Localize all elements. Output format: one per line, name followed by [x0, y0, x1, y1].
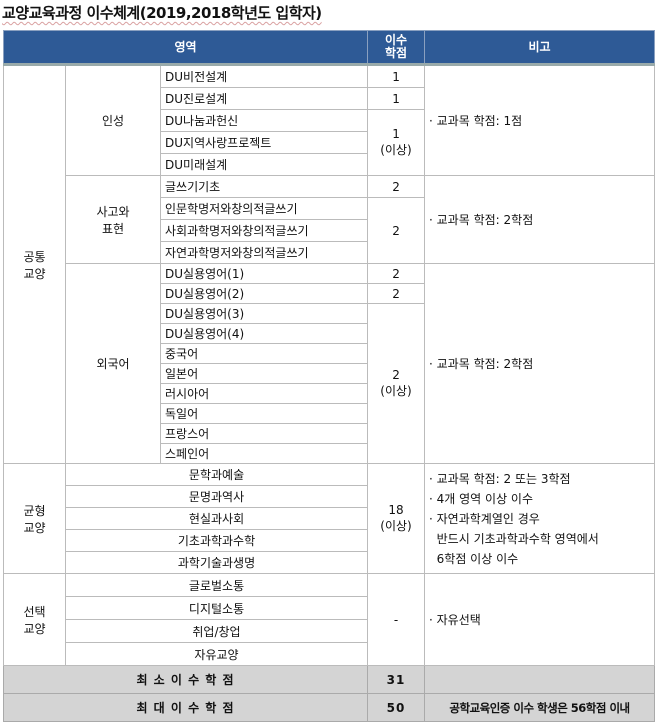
course: 중국어 [159, 343, 369, 364]
credits: - [367, 573, 426, 666]
course: DU실용영어(3) [159, 303, 369, 324]
course: 현실과사회 [64, 507, 369, 530]
subcategory-thinking: 사고와 표현 [65, 175, 161, 264]
course: 자유교양 [64, 642, 369, 666]
note: · 교과목 학점: 2학점 [424, 263, 655, 464]
credits: 2 [367, 175, 426, 198]
course: 취업/창업 [64, 619, 369, 643]
course: 러시아어 [159, 383, 369, 404]
total-min-label: 최 소 이 수 학 점 [2, 665, 369, 694]
total-max-note: 공학교육인증 이수 학생은 56학점 이내 [424, 693, 655, 722]
category-elective: 선택 교양 [3, 573, 66, 666]
course: DU실용영어(2) [159, 283, 369, 304]
page-title: 교양교육과정 이수체계(2019,2018학년도 입학자) [2, 4, 322, 22]
course: DU비전설계 [159, 64, 369, 88]
note-line: 6학점 이상 이수 [429, 551, 519, 566]
course: 문학과예술 [64, 463, 369, 486]
subcategory-foreign: 외국어 [65, 263, 161, 464]
credits: 2 [367, 197, 426, 264]
category-common: 공통 교양 [3, 64, 66, 464]
course: 스페인어 [159, 443, 369, 464]
total-max-value: 50 [367, 693, 426, 722]
course: DU미래설계 [159, 153, 369, 176]
note-line: · 교과목 학점: 2 또는 3학점 [429, 471, 571, 486]
total-max-row: 최 대 이 수 학 점 50 공학교육인증 이수 학생은 56학점 이내 [2, 693, 655, 722]
credits: 2 [367, 283, 426, 304]
note-line: 반드시 기초과학과수학 영역에서 [429, 531, 599, 546]
category-balanced: 균형 교양 [3, 463, 66, 574]
note-line: · 자연과학계열인 경우 [429, 511, 540, 526]
table-row: 디지털소통 [4, 596, 655, 620]
curriculum-table: 영역 이수 학점 비고 공통 교양 인성 DU비전설계 1 · 교과목 학점: … [2, 30, 655, 722]
table-row: 자유교양 [4, 642, 655, 666]
table-row: 공통 교양 인성 DU비전설계 1 · 교과목 학점: 1점 [3, 64, 655, 464]
table-row: 외국어 DU실용영어(1) 2 · 교과목 학점: 2학점 [4, 263, 655, 464]
table-row: 사고와 표현 글쓰기기초 2 · 교과목 학점: 2학점 [4, 175, 655, 264]
header-credits: 이수 학점 [367, 30, 426, 66]
credits: 1 [367, 64, 426, 88]
table-row: 사회과학명저와창의적글쓰기 [4, 219, 655, 242]
header-note: 비고 [424, 30, 655, 66]
table-row: 취업/창업 [4, 619, 655, 643]
note: · 자유선택 [424, 573, 655, 666]
credits: 1 (이상) [367, 109, 426, 176]
course: 글쓰기기초 [159, 175, 369, 198]
table-row: DU실용영어(3) 2 (이상) [4, 303, 655, 464]
note: · 교과목 학점: 2 또는 3학점 · 4개 영역 이상 이수 · 자연과학계… [424, 463, 655, 574]
total-min-row: 최 소 이 수 학 점 31 [2, 665, 655, 694]
course: 기초과학과수학 [64, 529, 369, 552]
total-min-value: 31 [367, 665, 426, 694]
course: DU진로설계 [159, 87, 369, 110]
course: 문명과역사 [64, 485, 369, 508]
course: 자연과학명저와창의적글쓰기 [159, 241, 369, 264]
total-max-label: 최 대 이 수 학 점 [2, 693, 369, 722]
course: 과학기술과생명 [64, 551, 369, 574]
note: · 교과목 학점: 1점 [424, 64, 655, 176]
course: 프랑스어 [159, 423, 369, 444]
course: 사회과학명저와창의적글쓰기 [159, 219, 369, 242]
table-row: 선택 교양 글로벌소통 - · 자유선택 [3, 573, 655, 666]
course: 일본어 [159, 363, 369, 384]
course: DU실용영어(4) [159, 323, 369, 344]
note: · 교과목 학점: 2학점 [424, 175, 655, 264]
course: DU지역사랑프로젝트 [159, 131, 369, 154]
credits: 2 [367, 263, 426, 284]
header-area: 영역 [2, 30, 369, 66]
credits: 2 (이상) [367, 303, 426, 464]
table-row: DU지역사랑프로젝트 [4, 131, 655, 154]
course: 인문학명저와창의적글쓰기 [159, 197, 369, 220]
total-min-note [424, 665, 655, 694]
table-row: 균형 교양 문학과예술 18 (이상) · 교과목 학점: 2 또는 3학점 ·… [3, 463, 655, 574]
course: DU실용영어(1) [159, 263, 369, 284]
credits: 18 (이상) [367, 463, 426, 574]
course: DU나눔과헌신 [159, 109, 369, 132]
credits: 1 [367, 87, 426, 110]
table-row: 인문학명저와창의적글쓰기 2 [4, 197, 655, 264]
table-row: 문명과역사 [4, 485, 655, 508]
course: 디지털소통 [64, 596, 369, 620]
course: 글로벌소통 [64, 573, 369, 597]
course: 독일어 [159, 403, 369, 424]
table-header: 영역 이수 학점 비고 [2, 30, 655, 66]
table-row: 자연과학명저와창의적글쓰기 [4, 241, 655, 264]
note-line: · 4개 영역 이상 이수 [429, 491, 534, 506]
subcategory-insung: 인성 [65, 64, 161, 176]
table-row: 러시아어 [4, 383, 655, 404]
